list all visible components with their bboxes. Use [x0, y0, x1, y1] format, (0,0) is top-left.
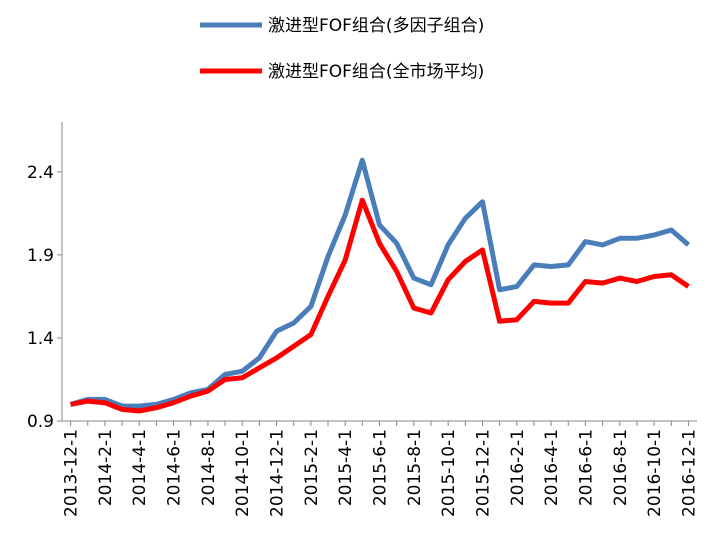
- legend-label: 激进型FOF组合(全市场平均): [268, 62, 484, 82]
- x-tick-label: 2014-12-1: [268, 429, 288, 517]
- x-tick-label: 2015-6-1: [371, 429, 391, 506]
- x-tick-label: 2014-8-1: [199, 429, 219, 506]
- y-tick-label: 1.9: [27, 246, 54, 266]
- y-tick-label: 0.9: [27, 412, 54, 432]
- x-tick-label: 2015-2-1: [302, 429, 322, 506]
- x-tick-label: 2015-4-1: [336, 429, 356, 506]
- legend-label: 激进型FOF组合(多因子组合): [268, 16, 484, 36]
- x-tick-label: 2013-12-1: [62, 429, 82, 517]
- x-tick-label: 2015-12-1: [473, 429, 493, 517]
- x-tick-label: 2016-12-1: [679, 429, 699, 517]
- x-tick-label: 2014-10-1: [233, 429, 253, 517]
- x-tick-label: 2016-8-1: [611, 429, 631, 506]
- x-tick-label: 2016-2-1: [508, 429, 528, 506]
- x-tick-label: 2015-10-1: [439, 429, 459, 517]
- x-tick-label: 2014-6-1: [165, 429, 185, 506]
- x-tick-label: 2016-4-1: [542, 429, 562, 506]
- y-tick-label: 1.4: [27, 329, 54, 349]
- x-tick-label: 2015-8-1: [405, 429, 425, 506]
- series-line: [70, 197, 690, 414]
- x-tick-label: 2014-2-1: [96, 429, 116, 506]
- x-tick-label: 2016-10-1: [645, 429, 665, 517]
- y-tick-label: 2.4: [27, 163, 54, 183]
- x-tick-label: 2014-4-1: [130, 429, 150, 506]
- x-tick-label: 2016-6-1: [576, 429, 596, 506]
- series-line: [69, 157, 691, 409]
